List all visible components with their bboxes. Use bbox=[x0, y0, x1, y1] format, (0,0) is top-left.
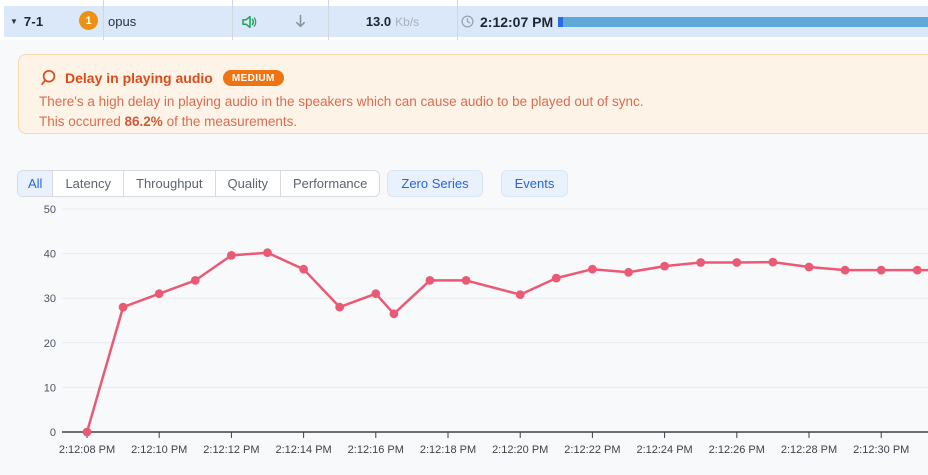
x-tick-label: 2:12:24 PM bbox=[636, 444, 692, 456]
x-tick-label: 2:12:28 PM bbox=[781, 444, 837, 456]
y-tick-label: 40 bbox=[44, 249, 56, 261]
data-point[interactable] bbox=[660, 261, 669, 271]
data-point[interactable] bbox=[425, 276, 435, 285]
column-divider bbox=[457, 0, 458, 40]
data-point[interactable] bbox=[515, 290, 525, 299]
occurrence-value: 86.2% bbox=[124, 114, 163, 129]
alert-description: There's a high delay in playing audio in… bbox=[39, 94, 644, 109]
stream-timeline-bar bbox=[558, 17, 928, 27]
column-divider bbox=[103, 0, 104, 40]
magnifier-icon bbox=[39, 69, 57, 87]
timestamp-label: 2:12:07 PM bbox=[480, 13, 554, 30]
data-point[interactable] bbox=[840, 265, 850, 275]
audio-delay-alert: Delay in playing audio MEDIUM There's a … bbox=[18, 54, 928, 134]
data-point[interactable] bbox=[732, 258, 742, 267]
zero-series-button[interactable]: Zero Series bbox=[387, 170, 483, 197]
x-tick-label: 2:12:20 PM bbox=[492, 444, 548, 456]
data-point[interactable] bbox=[912, 265, 922, 275]
tab-quality[interactable]: Quality bbox=[214, 171, 280, 196]
x-tick-label: 2:12:08 PM bbox=[59, 444, 115, 456]
probe-cell[interactable]: ▼ 7-1 bbox=[10, 6, 43, 37]
arrow-down-icon bbox=[294, 14, 307, 29]
chart-canvas[interactable]: 0 10 20 30 40 50 2:12:08 PM 2:12:10 PM 2:12:12 P… bbox=[0, 200, 928, 475]
data-point[interactable] bbox=[118, 302, 128, 312]
tab-all[interactable]: All bbox=[18, 171, 53, 196]
data-point[interactable] bbox=[190, 276, 200, 285]
data-point[interactable] bbox=[263, 248, 272, 258]
y-tick-label: 20 bbox=[44, 338, 56, 350]
collapse-triangle-icon[interactable]: ▼ bbox=[10, 17, 18, 26]
time-cell: 2:12:07 PM bbox=[461, 6, 553, 37]
timeline-fill bbox=[562, 17, 928, 27]
bitrate-value: 13.0 bbox=[365, 14, 392, 29]
data-point[interactable] bbox=[876, 265, 886, 275]
data-point[interactable] bbox=[154, 289, 164, 299]
codec-label: opus bbox=[108, 14, 137, 29]
data-point[interactable] bbox=[551, 273, 561, 283]
data-point[interactable] bbox=[335, 302, 345, 312]
occurrence-suffix: of the measurements. bbox=[162, 114, 298, 129]
data-point[interactable] bbox=[588, 264, 597, 274]
x-tick-label: 2:12:14 PM bbox=[275, 444, 331, 456]
data-point[interactable] bbox=[82, 427, 92, 437]
data-point[interactable] bbox=[768, 257, 778, 267]
data-point[interactable] bbox=[624, 267, 633, 277]
tab-throughput[interactable]: Throughput bbox=[123, 171, 215, 196]
events-button[interactable]: Events bbox=[500, 170, 569, 197]
bitrate-unit: Kb/s bbox=[395, 14, 420, 29]
clock-icon bbox=[461, 15, 474, 28]
count-badge: 1 bbox=[79, 11, 98, 30]
x-tick-label: 2:12:22 PM bbox=[564, 444, 620, 456]
stream-row[interactable]: ▼ 7-1 1 opus 13.0 Kb/s bbox=[0, 0, 928, 40]
alert-occurrence: This occurred 86.2% of the measurements. bbox=[39, 114, 928, 129]
y-tick-label: 0 bbox=[50, 427, 56, 439]
y-tick-label: 30 bbox=[44, 293, 56, 305]
y-tick-label: 10 bbox=[44, 382, 56, 394]
chart-filter-tabs: All Latency Throughput Quality Performan… bbox=[17, 170, 569, 197]
x-tick-label: 2:12:12 PM bbox=[203, 444, 259, 456]
data-point[interactable] bbox=[299, 264, 308, 274]
x-tick-label: 2:12:26 PM bbox=[709, 444, 765, 456]
data-point[interactable] bbox=[389, 309, 399, 319]
x-tick-label: 2:12:10 PM bbox=[131, 444, 187, 456]
data-point[interactable] bbox=[804, 262, 814, 272]
speaker-icon bbox=[240, 13, 258, 31]
x-tick-label: 2:12:30 PM bbox=[853, 444, 909, 456]
probe-label: 7-1 bbox=[23, 14, 44, 29]
column-divider bbox=[232, 0, 233, 40]
codec-cell: opus bbox=[108, 6, 136, 37]
occurrence-prefix: This occurred bbox=[39, 114, 125, 129]
bitrate-cell: 13.0 Kb/s bbox=[328, 6, 457, 37]
x-tick-label: 2:12:16 PM bbox=[348, 444, 404, 456]
severity-badge: MEDIUM bbox=[222, 70, 284, 86]
data-point[interactable] bbox=[227, 251, 236, 260]
x-tick-label: 2:12:18 PM bbox=[420, 444, 476, 456]
data-point[interactable] bbox=[371, 289, 381, 299]
data-point[interactable] bbox=[461, 276, 471, 285]
y-tick-label: 50 bbox=[44, 204, 56, 216]
series-filter-group: All Latency Throughput Quality Performan… bbox=[17, 170, 381, 197]
tab-performance[interactable]: Performance bbox=[279, 171, 380, 196]
column-divider bbox=[328, 0, 329, 40]
timeline-start-marker bbox=[558, 17, 563, 27]
tab-latency[interactable]: Latency bbox=[52, 171, 123, 196]
data-point[interactable] bbox=[696, 258, 706, 267]
alert-title: Delay in playing audio bbox=[65, 70, 213, 86]
media-cell bbox=[240, 6, 307, 37]
